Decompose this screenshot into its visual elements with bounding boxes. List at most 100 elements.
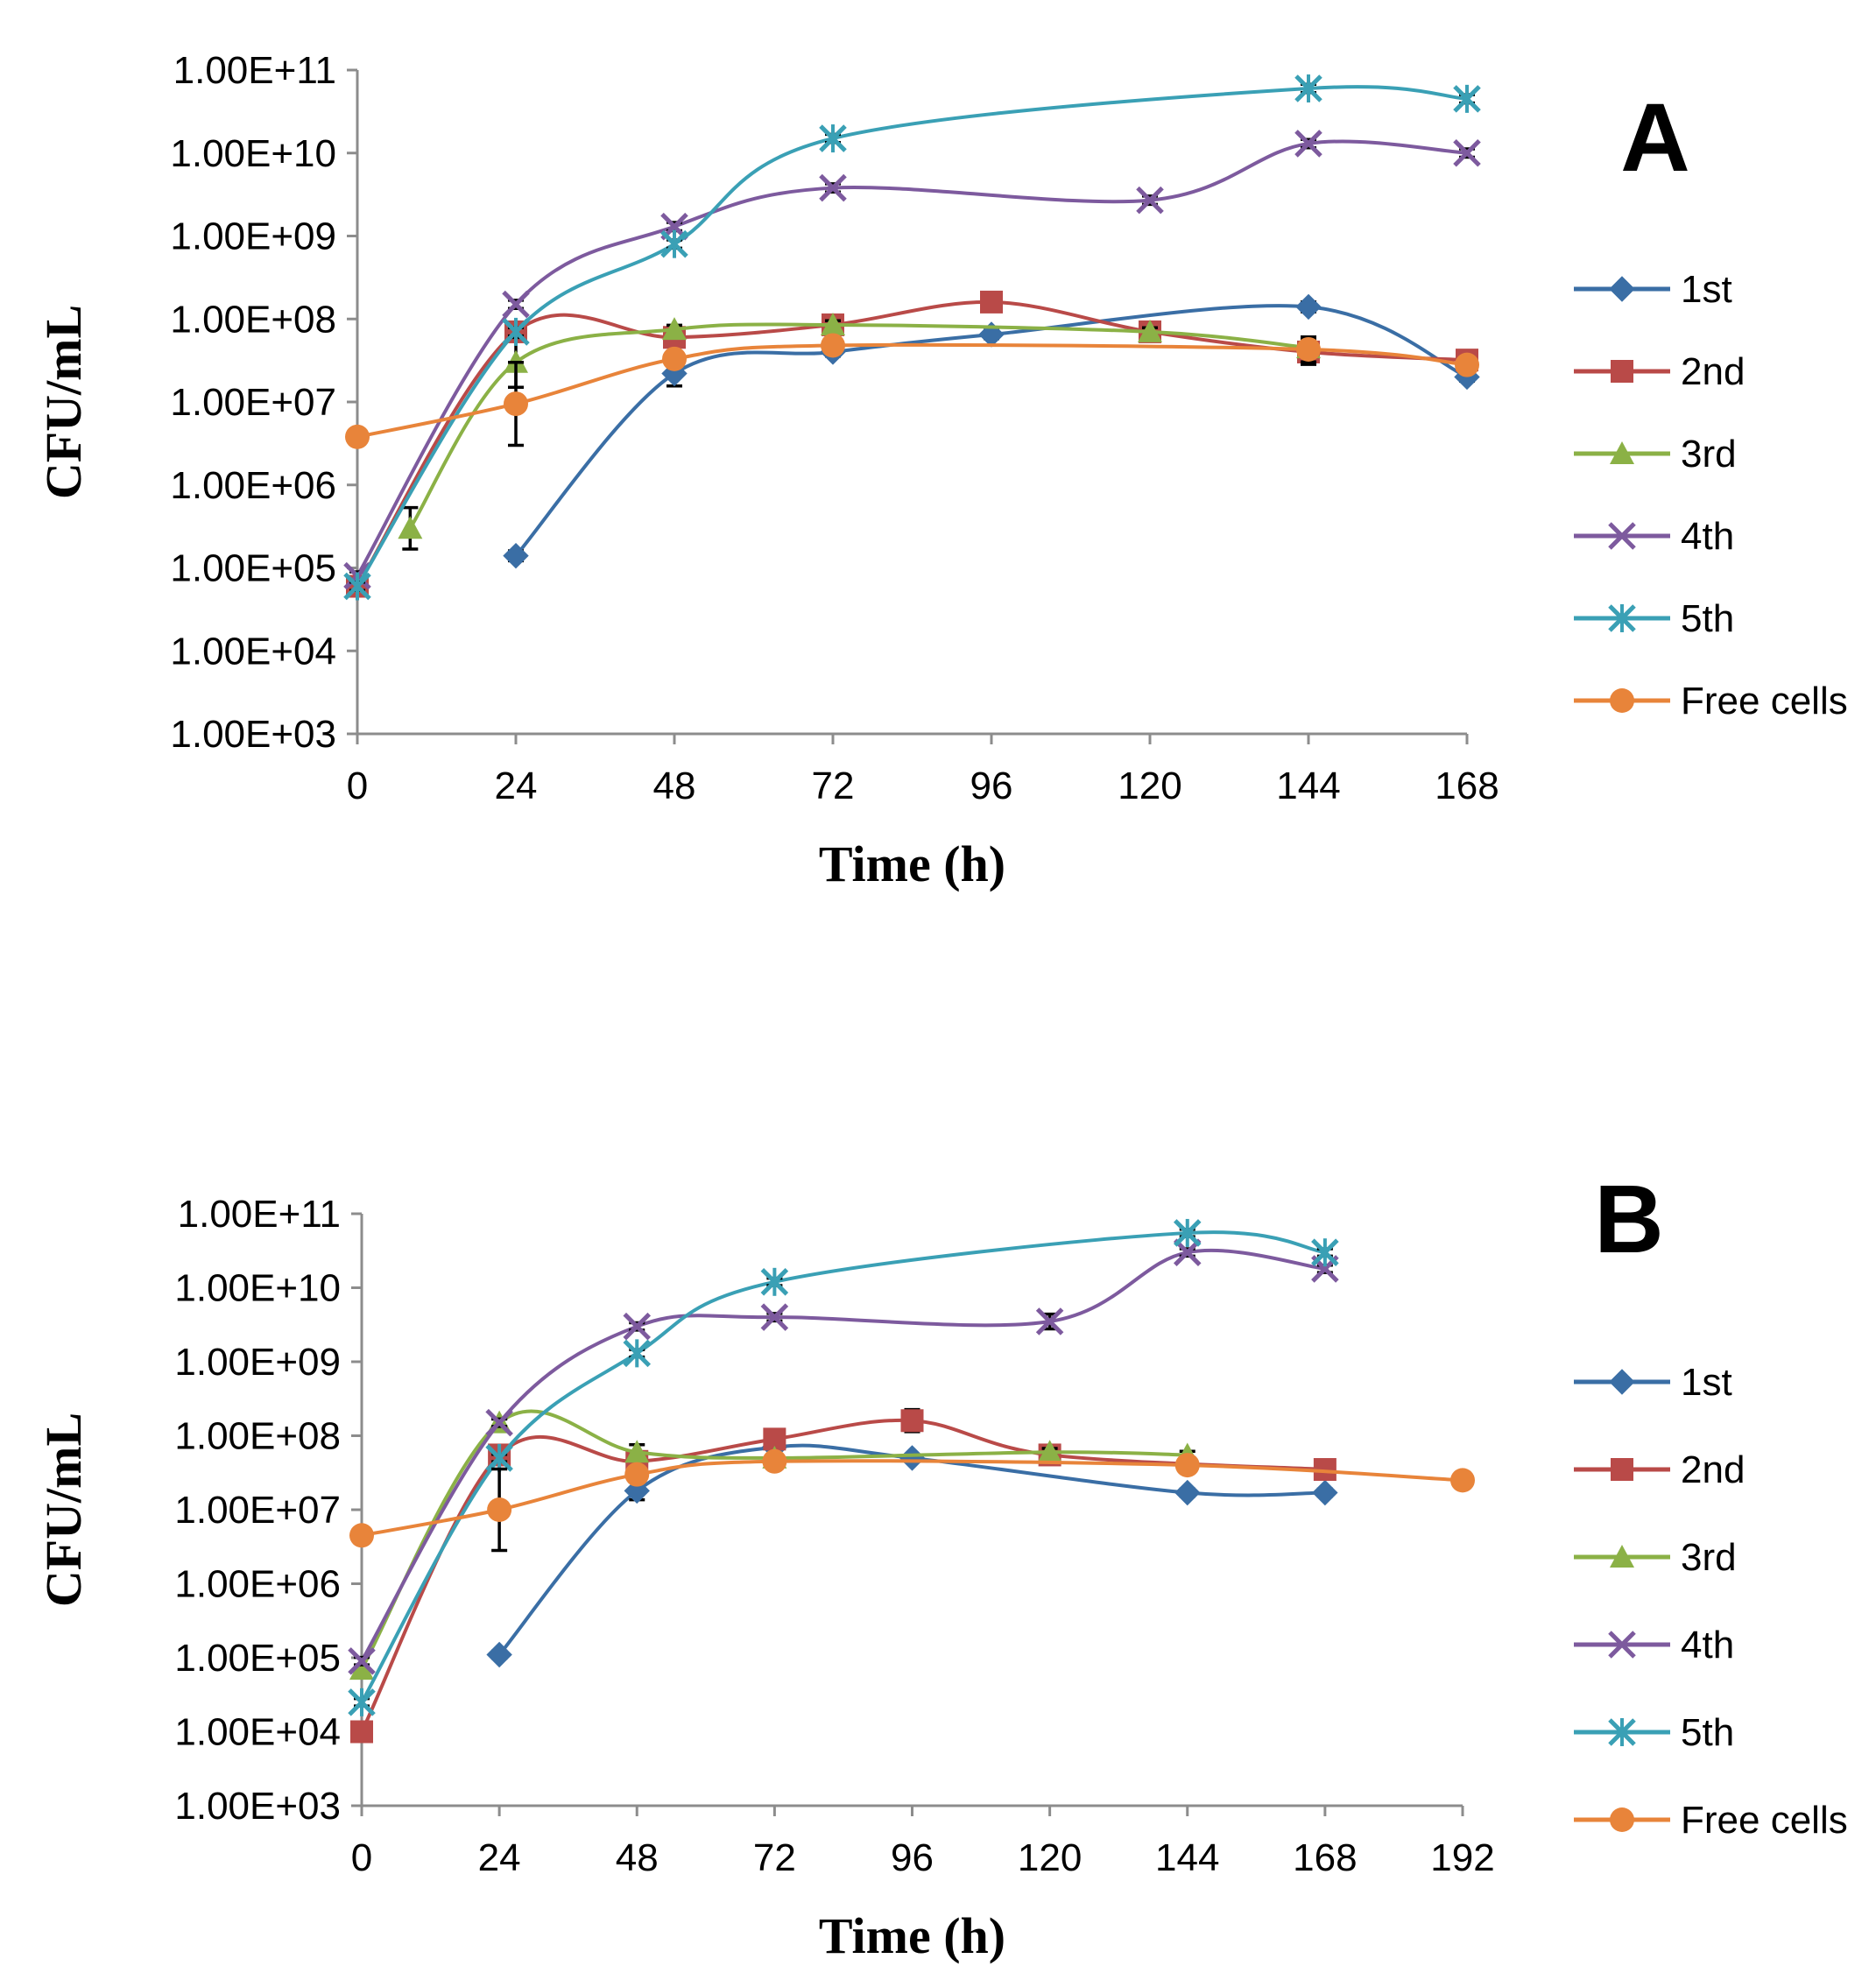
- y-tick-label: 1.00E+11: [173, 49, 336, 92]
- legend-item: 4th: [1574, 1624, 1734, 1666]
- legend-swatch-marker: [1608, 1718, 1636, 1746]
- x-tick-label: 120: [1018, 1836, 1082, 1879]
- data-point: [1453, 138, 1481, 167]
- x-tick-label: 0: [351, 1836, 372, 1879]
- data-point: [504, 391, 528, 417]
- data-point: [485, 1408, 513, 1437]
- legend-item: 1st: [1574, 1361, 1732, 1404]
- data-point: [899, 1445, 926, 1471]
- legend-swatch-marker: [1610, 1807, 1634, 1832]
- x-tick-label: 48: [616, 1836, 659, 1879]
- y-axis-title: CFU/mL: [35, 305, 92, 499]
- series-free-cells: [345, 333, 1479, 449]
- legend-swatch-marker: [1609, 276, 1635, 302]
- data-point: [348, 1647, 376, 1675]
- x-tick-label: 72: [812, 765, 855, 807]
- legend-item: 3rd: [1574, 1536, 1737, 1579]
- y-tick-label: 1.00E+04: [170, 630, 336, 673]
- series-5th: [348, 1218, 1339, 1716]
- data-point: [980, 290, 1003, 314]
- panel-letter: B: [1594, 1166, 1663, 1273]
- series-5th: [343, 74, 1481, 601]
- legend-label: 4th: [1681, 1624, 1734, 1666]
- series-4th: [343, 130, 1481, 590]
- data-point: [1174, 1479, 1201, 1506]
- panel-letter: A: [1620, 84, 1689, 192]
- legend-label: 1st: [1681, 268, 1732, 311]
- data-point: [819, 124, 847, 153]
- x-tick-label: 96: [891, 1836, 934, 1879]
- legend-swatch-marker: [1610, 441, 1634, 464]
- y-tick-label: 1.00E+05: [174, 1637, 341, 1680]
- data-point: [762, 1448, 787, 1474]
- data-point: [348, 1688, 376, 1716]
- legend-item: Free cells: [1574, 1799, 1848, 1842]
- chart-panel-a: 1.00E+03 1.00E+04 1.00E+05 1.00E+06 1.00E+07…: [35, 49, 1848, 892]
- data-point: [660, 229, 688, 258]
- data-point: [624, 1440, 650, 1463]
- series-4th: [348, 1238, 1339, 1675]
- data-point: [343, 572, 371, 601]
- data-point: [623, 1339, 652, 1368]
- y-axis-title: CFU/mL: [35, 1413, 92, 1607]
- data-point: [398, 516, 423, 539]
- y-tick-label: 1.00E+04: [174, 1711, 341, 1754]
- y-tick-label: 1.00E+03: [174, 1785, 341, 1828]
- legend: 1st 2nd 3rd 4th 5th Free cells: [1574, 268, 1848, 722]
- y-tick-label: 1.00E+09: [174, 1341, 341, 1384]
- legend: 1st 2nd 3rd 4th 5th Free cells: [1574, 1361, 1848, 1842]
- legend-item: 5th: [1574, 597, 1734, 640]
- legend-swatch-marker: [1608, 522, 1636, 550]
- legend-item: Free cells: [1574, 680, 1848, 722]
- legend-label: 5th: [1681, 597, 1734, 640]
- y-tick-label: 1.00E+08: [174, 1415, 341, 1458]
- legend-item: 1st: [1574, 268, 1732, 311]
- legend-label: 5th: [1681, 1711, 1734, 1754]
- legend-swatch-marker: [1610, 1545, 1634, 1568]
- data-point: [349, 1523, 374, 1548]
- y-tick-label: 1.00E+06: [170, 464, 336, 507]
- data-point: [624, 1462, 650, 1487]
- series-line: [514, 304, 1468, 557]
- data-point: [1296, 336, 1321, 362]
- legend-label: 2nd: [1681, 1448, 1745, 1491]
- x-tick-label: 144: [1276, 765, 1340, 807]
- data-point: [1453, 84, 1481, 113]
- data-point: [1312, 1479, 1338, 1506]
- data-point: [1035, 1307, 1064, 1335]
- legend-item: 4th: [1574, 515, 1734, 558]
- x-tick-label: 96: [970, 765, 1013, 807]
- x-tick-label: 24: [478, 1836, 521, 1879]
- series-line: [408, 322, 1309, 530]
- data-point: [1311, 1238, 1339, 1267]
- y-tick-label: 1.00E+10: [170, 132, 336, 175]
- legend-item: 2nd: [1574, 350, 1745, 393]
- data-point: [760, 1267, 789, 1296]
- legend-item: 2nd: [1574, 1448, 1745, 1491]
- legend-label: 2nd: [1681, 350, 1745, 393]
- series-free-cells: [349, 1448, 1475, 1553]
- legend-item: 3rd: [1574, 433, 1737, 476]
- legend-label: 3rd: [1681, 433, 1737, 476]
- y-tick-label: 1.00E+05: [170, 547, 336, 590]
- y-tick-label: 1.00E+10: [174, 1267, 341, 1310]
- legend-swatch-marker: [1609, 1369, 1635, 1395]
- y-tick-label: 1.00E+11: [178, 1193, 341, 1236]
- x-tick-label: 24: [495, 765, 538, 807]
- data-point: [1294, 74, 1322, 103]
- data-point: [502, 317, 530, 346]
- y-tick-label: 1.00E+07: [170, 381, 336, 424]
- data-point: [623, 1312, 652, 1341]
- x-axis-title: Time (h): [819, 1907, 1005, 1964]
- data-point: [1037, 1440, 1062, 1463]
- legend-label: Free cells: [1681, 1799, 1848, 1842]
- data-point: [662, 346, 687, 371]
- data-point: [819, 173, 847, 202]
- data-point: [662, 317, 687, 341]
- data-point: [1455, 352, 1479, 377]
- chart-panel-b: 1.00E+03 1.00E+04 1.00E+05 1.00E+06 1.00E+07…: [35, 1166, 1848, 1964]
- data-point: [502, 290, 530, 319]
- series-line: [361, 1459, 1463, 1538]
- x-tick-label: 144: [1155, 1836, 1219, 1879]
